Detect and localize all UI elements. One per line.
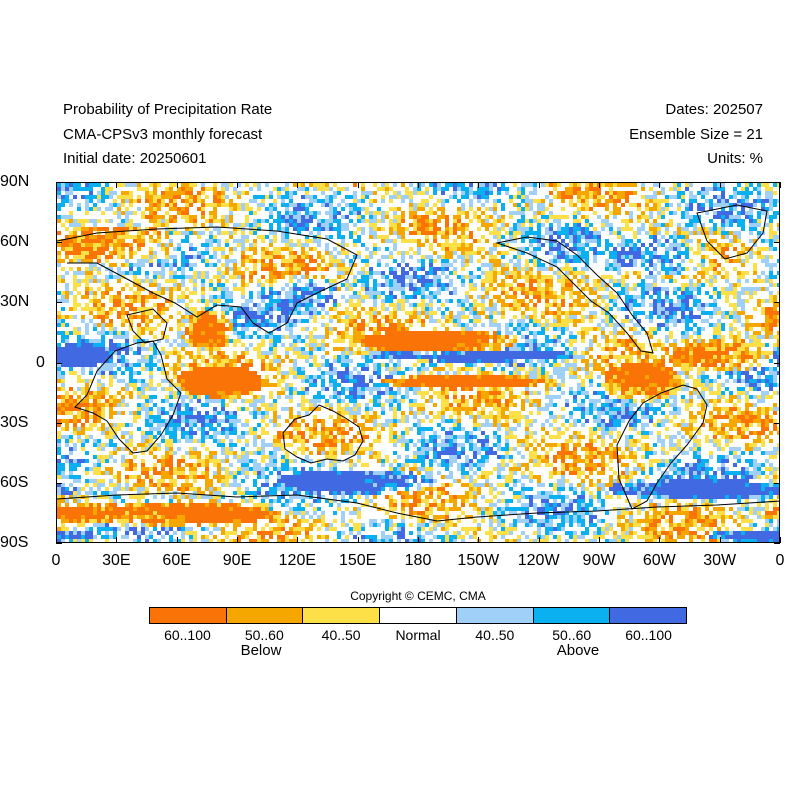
- lat-tick: [56, 302, 62, 304]
- lat-label: 30S: [0, 413, 29, 431]
- precipitation-probability-map: [57, 183, 779, 542]
- colorbar: [149, 607, 687, 624]
- lon-tick: [357, 537, 359, 543]
- lon-tick: [176, 182, 178, 188]
- colorbar-bin-label: Normal: [395, 627, 441, 643]
- lon-tick: [659, 182, 661, 188]
- lon-tick: [116, 537, 118, 543]
- title-line-3: Initial date: 20250601: [63, 150, 207, 167]
- lat-label: 60S: [0, 473, 29, 491]
- colorbar-bin-label: 60..100: [164, 627, 211, 643]
- colorbar-bin-label: 50..60: [552, 627, 592, 643]
- colorbar-swatch: [150, 608, 227, 623]
- coast-antarctica: [57, 492, 779, 522]
- copyright-notice: Copyright © CEMC, CMA: [350, 589, 486, 603]
- coast-south-america: [616, 384, 708, 510]
- lon-tick: [116, 182, 118, 188]
- lon-tick: [538, 182, 540, 188]
- probability-field: [57, 183, 779, 542]
- coast-greenland: [696, 204, 768, 260]
- lon-label: 150E: [338, 552, 377, 569]
- lat-label: 90N: [0, 173, 30, 190]
- lon-tick: [418, 182, 419, 188]
- lat-tick: [774, 362, 780, 364]
- lat-tick: [56, 543, 62, 544]
- lon-label: 180: [404, 552, 432, 569]
- lon-label: 120W: [517, 552, 560, 569]
- lat-tick: [56, 482, 62, 484]
- lat-tick: [774, 302, 780, 304]
- lon-label: 90W: [582, 552, 616, 569]
- lat-tick: [774, 422, 780, 424]
- coast-africa: [74, 340, 182, 454]
- lon-label: 150W: [457, 552, 500, 569]
- lon-label: 30W: [703, 552, 737, 569]
- lon-label: 90E: [222, 552, 252, 569]
- lon-tick: [56, 182, 57, 188]
- coastlines: [57, 204, 779, 522]
- title-line-1: Probability of Precipitation Rate: [63, 101, 273, 118]
- ensemble-size-label: Ensemble Size = 21: [629, 126, 763, 143]
- lat-tick: [56, 422, 62, 424]
- lon-tick: [56, 537, 57, 543]
- colorbar-swatch: [533, 608, 611, 623]
- title-line-2: CMA-CPSv3 monthly forecast: [63, 126, 263, 143]
- lon-tick: [780, 182, 781, 188]
- lon-tick: [599, 537, 600, 543]
- lon-tick: [659, 537, 661, 543]
- lat-label: 0: [36, 353, 45, 371]
- lon-tick: [719, 182, 721, 188]
- lon-tick: [599, 182, 600, 188]
- colorbar-swatch: [303, 608, 381, 623]
- lon-label: 0: [51, 552, 61, 569]
- lon-tick: [780, 537, 781, 543]
- colorbar-bin-label: 40..50: [321, 627, 361, 643]
- colorbar-bin-label: 50..60: [244, 627, 284, 643]
- lon-tick: [478, 182, 480, 188]
- colorbar-bin-label: 60..100: [625, 627, 672, 643]
- lat-label: 30N: [0, 293, 30, 311]
- lon-tick: [538, 537, 540, 543]
- lat-tick: [56, 182, 62, 183]
- dates-label: Dates: 202507: [665, 101, 763, 118]
- lon-label: 30E: [102, 552, 131, 569]
- colorbar-bin-label: 40..50: [475, 627, 515, 643]
- units-label: Units: %: [707, 150, 763, 167]
- lon-tick: [237, 182, 238, 188]
- lon-tick: [478, 537, 480, 543]
- lat-tick: [774, 482, 780, 484]
- colorbar-swatch: [610, 608, 687, 623]
- lon-tick: [357, 182, 359, 188]
- lat-label: 90S: [0, 534, 29, 551]
- lat-tick: [774, 182, 780, 183]
- lon-label: 0: [775, 552, 785, 569]
- lat-tick: [56, 362, 62, 364]
- lon-tick: [719, 537, 721, 543]
- lon-tick: [237, 537, 238, 543]
- colorbar-swatch: [380, 608, 457, 623]
- lon-label: 60W: [642, 552, 676, 569]
- lon-tick: [297, 537, 299, 543]
- lon-label: 60E: [162, 552, 191, 569]
- colorbar-swatch: [226, 608, 304, 623]
- lat-tick: [56, 242, 62, 244]
- lon-tick: [418, 537, 419, 543]
- lon-tick: [297, 182, 299, 188]
- coast-north-america: [495, 236, 654, 354]
- coast-arabia: [126, 308, 168, 344]
- coast-australia: [282, 404, 364, 464]
- lat-tick: [774, 242, 780, 244]
- colorbar-below-label: Below: [240, 642, 282, 659]
- lon-tick: [176, 537, 178, 543]
- coast-eurasia: [57, 226, 358, 334]
- map-panel: [56, 182, 780, 543]
- colorbar-above-label: Above: [556, 642, 600, 659]
- lon-label: 120E: [278, 552, 317, 569]
- lat-tick: [774, 543, 780, 544]
- lat-label: 60N: [0, 233, 30, 251]
- colorbar-swatch: [456, 608, 534, 623]
